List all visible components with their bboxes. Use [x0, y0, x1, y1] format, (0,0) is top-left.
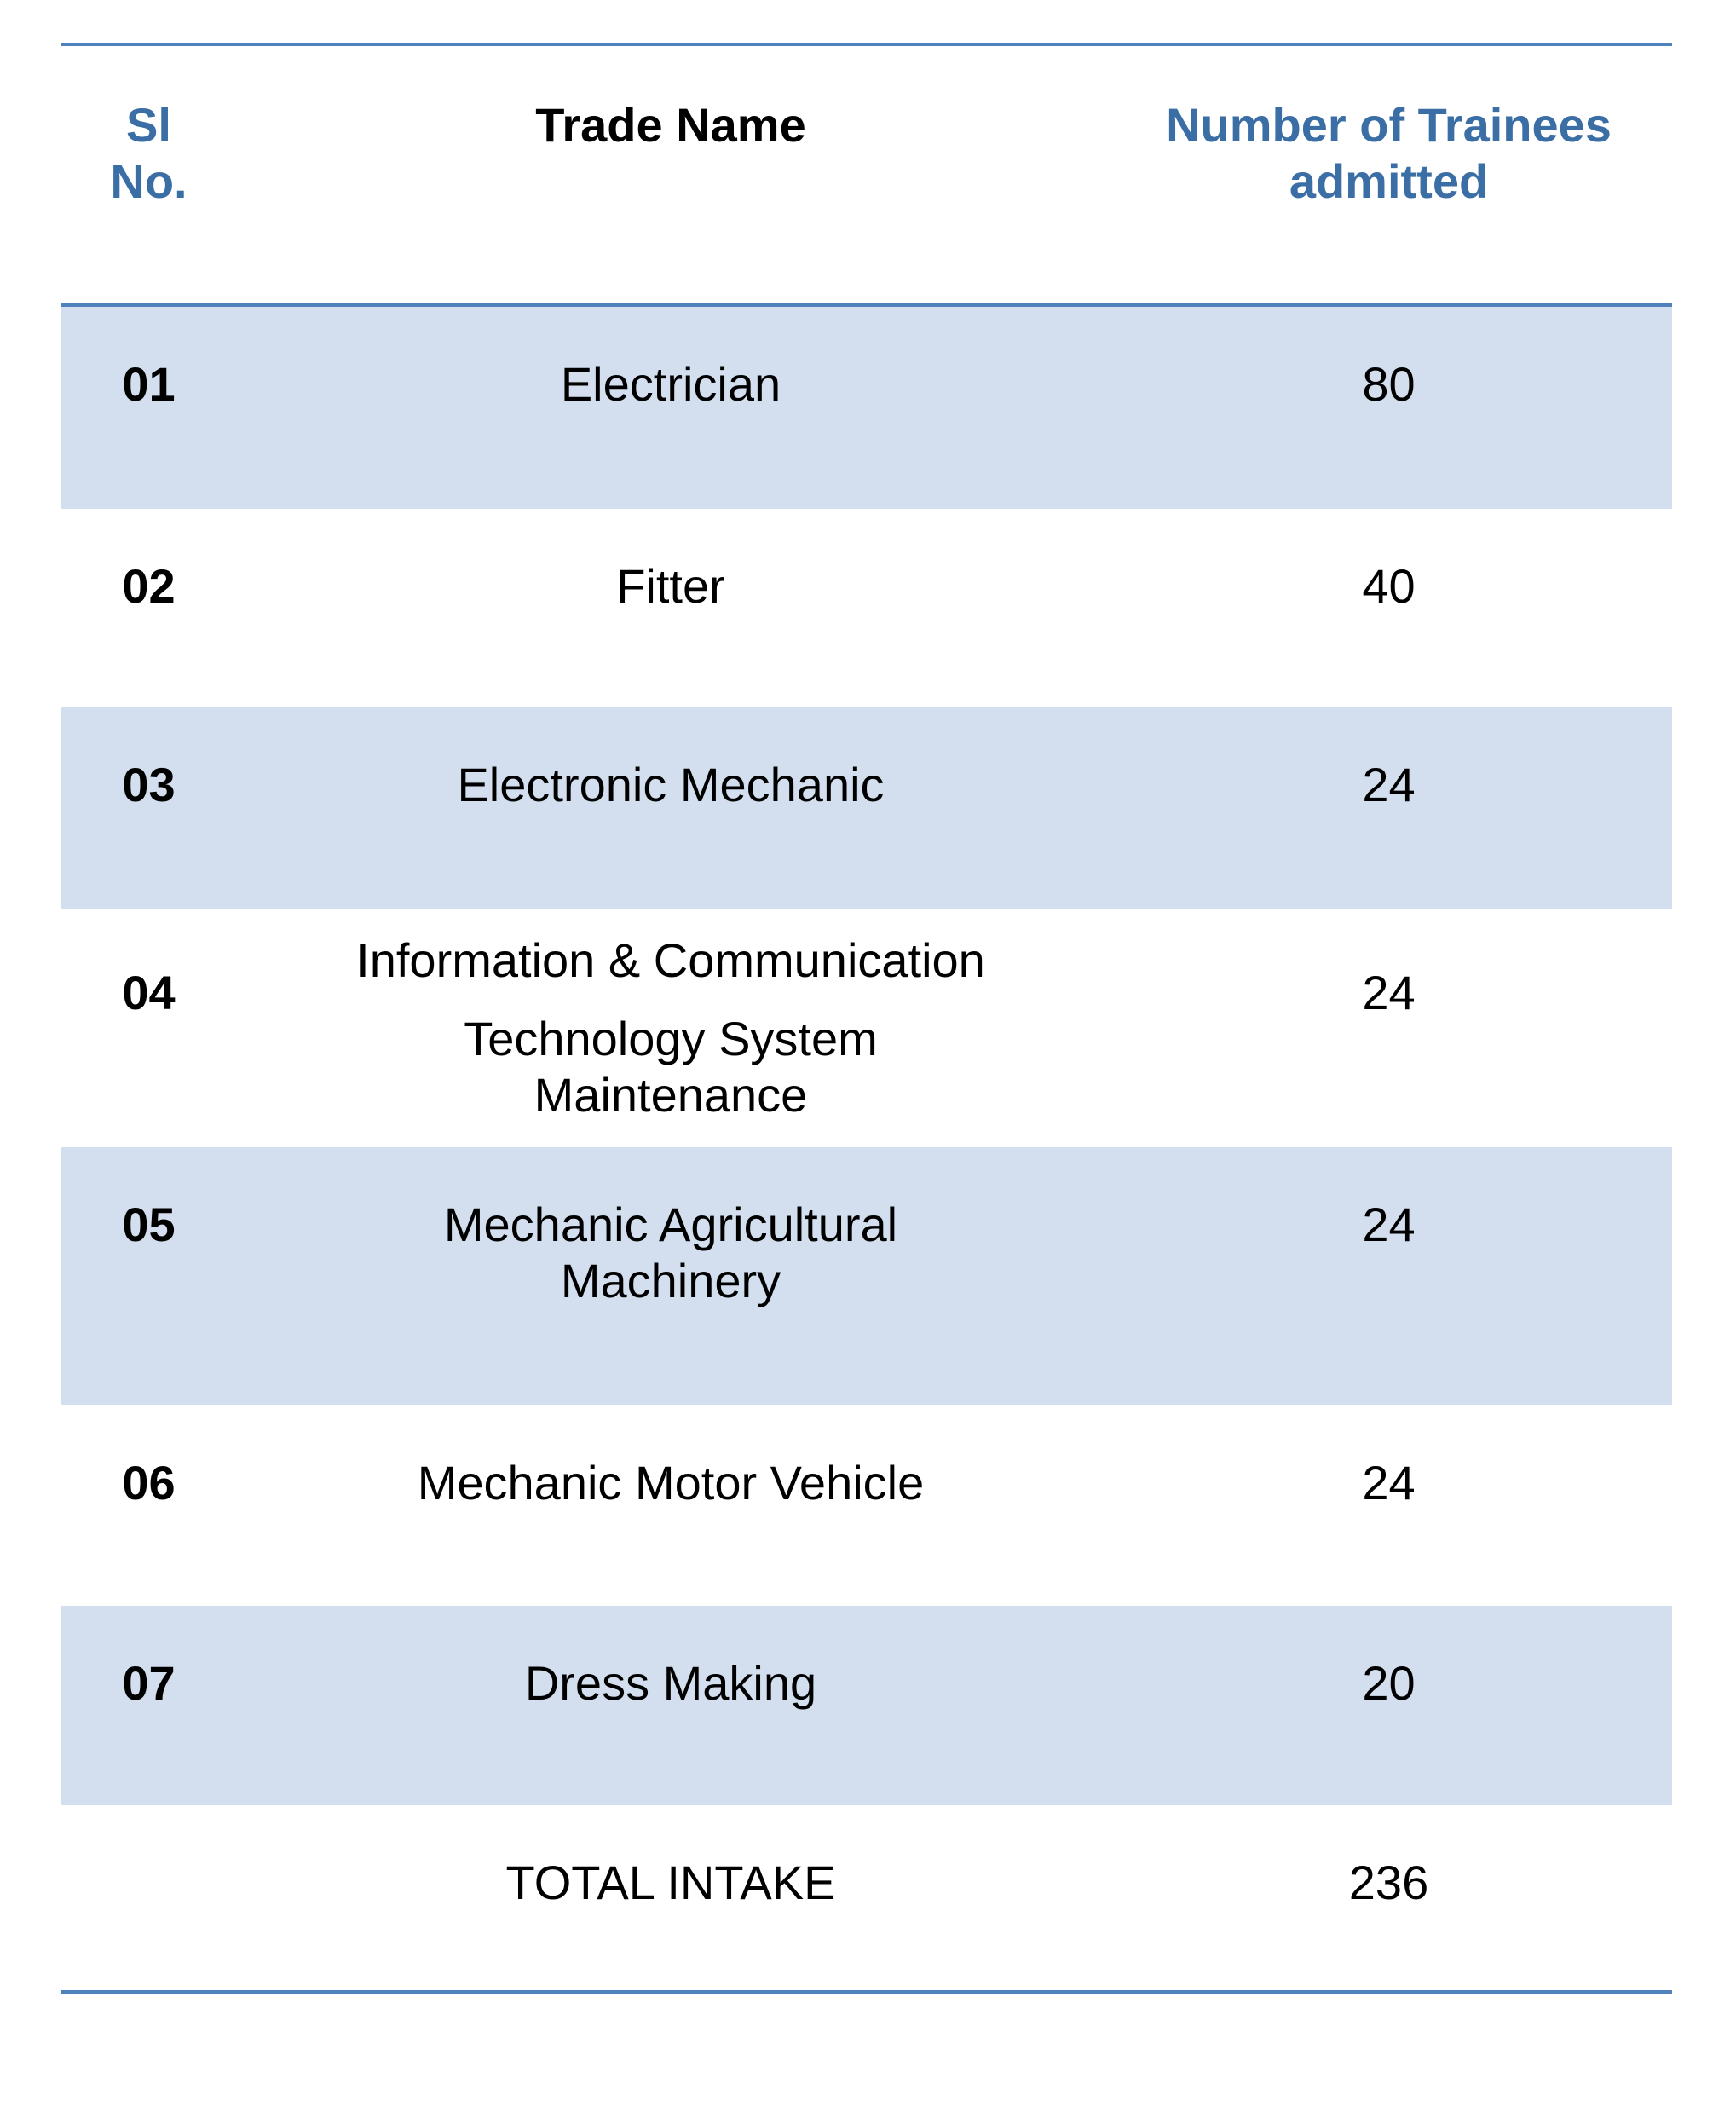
- row-trainee-count: 24: [1362, 966, 1416, 1019]
- table-row: 06 Mechanic Motor Vehicle 24: [61, 1405, 1672, 1606]
- table-header: Sl No. Trade Name Number of Trainees adm…: [61, 46, 1672, 303]
- header-trade-name: Trade Name: [535, 98, 806, 152]
- total-count: 236: [1348, 1856, 1429, 1909]
- row-trade-name: Mechanic Agricultural Machinery: [443, 1198, 898, 1307]
- table-row: 07 Dress Making 20: [61, 1606, 1672, 1805]
- row-sl-no: 06: [122, 1456, 176, 1509]
- row-trainee-count: 24: [1362, 1198, 1416, 1251]
- row-trade-name: Fitter: [616, 559, 725, 613]
- table-row: 05 Mechanic Agricultural Machinery 24: [61, 1147, 1672, 1405]
- row-trainee-count: 80: [1362, 357, 1416, 411]
- header-rule: [61, 303, 1672, 307]
- total-label: TOTAL INTAKE: [505, 1856, 836, 1909]
- table-top-rule: [61, 43, 1672, 46]
- table-row: 03 Electronic Mechanic 24: [61, 707, 1672, 909]
- row-sl-no: 05: [122, 1198, 176, 1251]
- row-sl-no: 01: [122, 357, 176, 411]
- header-sl-no: Sl No.: [110, 98, 187, 208]
- table-row: 01 Electrician 80: [61, 307, 1672, 509]
- row-trainee-count: 24: [1362, 758, 1416, 811]
- row-trade-name: Electronic Mechanic: [457, 758, 885, 811]
- table-row: 02 Fitter 40: [61, 509, 1672, 707]
- row-trade-name-line2: Technology System Maintenance: [464, 1012, 878, 1122]
- row-trainee-count: 40: [1362, 559, 1416, 613]
- total-row: TOTAL INTAKE 236: [61, 1805, 1672, 1990]
- row-sl-no: 04: [122, 966, 176, 1019]
- row-sl-no: 02: [122, 559, 176, 613]
- row-sl-no: 03: [122, 758, 176, 811]
- header-trainees-admitted: Number of Trainees admitted: [1166, 98, 1612, 208]
- row-sl-no: 07: [122, 1656, 176, 1710]
- row-trade-name-line1: Information & Communication: [356, 933, 985, 987]
- table-row: 04 Information & Communication Technolog…: [61, 909, 1672, 1147]
- table-bottom-rule: [61, 1990, 1672, 1994]
- row-trainee-count: 20: [1362, 1656, 1416, 1710]
- row-trade-name: Electrician: [560, 357, 781, 411]
- row-trade-name: Dress Making: [524, 1656, 817, 1710]
- row-trainee-count: 24: [1362, 1456, 1416, 1509]
- row-trade-name: Mechanic Motor Vehicle: [417, 1456, 925, 1509]
